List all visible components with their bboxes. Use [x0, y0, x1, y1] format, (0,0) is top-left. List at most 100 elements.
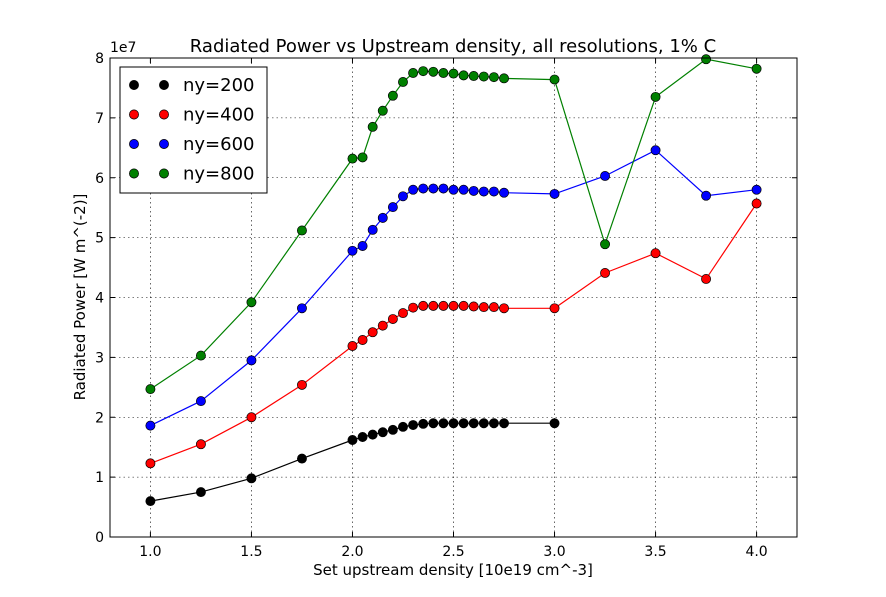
series-ny-800	[145, 54, 762, 395]
data-point	[468, 418, 479, 429]
data-point	[751, 184, 762, 195]
data-point	[488, 72, 499, 83]
data-point	[357, 152, 368, 163]
data-point	[488, 418, 499, 429]
data-point	[357, 335, 368, 345]
data-point	[488, 186, 499, 197]
data-point	[488, 302, 499, 313]
data-point	[428, 183, 439, 194]
data-point	[297, 453, 307, 464]
y-tick-label: 1	[95, 470, 104, 486]
data-point	[347, 435, 358, 445]
legend-marker	[129, 80, 139, 90]
y-tick-label: 2	[95, 410, 104, 426]
data-point	[387, 424, 398, 435]
data-point	[246, 355, 257, 366]
data-point	[428, 418, 439, 429]
data-point	[499, 303, 509, 314]
data-point	[600, 239, 610, 250]
data-point	[347, 341, 358, 351]
legend-marker	[159, 80, 169, 90]
legend-frame	[119, 66, 268, 194]
data-point	[549, 188, 560, 199]
x-tick-label: 4.0	[745, 544, 767, 560]
legend-marker	[159, 109, 169, 120]
legend-entry: ny=600	[129, 134, 255, 155]
data-point	[478, 186, 489, 197]
data-point	[367, 429, 378, 440]
data-point	[448, 418, 459, 429]
data-point	[195, 487, 206, 498]
data-point	[418, 66, 429, 77]
data-point	[650, 91, 661, 102]
y-tick-label: 6	[95, 171, 104, 187]
data-point	[145, 496, 156, 507]
data-point	[145, 384, 156, 395]
data-point	[701, 273, 712, 284]
y-axis-label: Radiated Power [W m^(-2)]	[71, 194, 89, 401]
data-point	[478, 418, 489, 429]
y-tick-label: 8	[95, 51, 104, 67]
data-point	[650, 145, 661, 156]
data-point	[246, 412, 257, 423]
x-tick-label: 3.5	[644, 544, 666, 560]
x-tick-label: 1.0	[139, 544, 161, 560]
data-point	[398, 191, 408, 202]
data-point	[438, 68, 449, 78]
data-point	[499, 418, 509, 429]
series-lines	[145, 54, 762, 507]
series-ny-600	[145, 145, 762, 431]
data-point	[297, 303, 307, 314]
data-point	[387, 90, 398, 101]
data-point	[438, 183, 449, 194]
data-point	[367, 327, 378, 338]
data-point	[297, 225, 307, 236]
data-point	[650, 248, 661, 259]
data-point	[387, 202, 398, 213]
legend-marker	[159, 168, 169, 179]
data-point	[428, 66, 439, 77]
y-tick-label: 3	[95, 350, 104, 366]
data-point	[701, 54, 712, 65]
legend-label: ny=400	[183, 105, 255, 126]
data-point	[398, 308, 408, 319]
data-point	[408, 68, 419, 78]
data-point	[377, 427, 388, 438]
data-point	[398, 421, 408, 432]
data-point	[468, 185, 479, 196]
data-point	[499, 73, 509, 84]
data-point	[145, 420, 156, 431]
data-point	[448, 300, 459, 311]
chart-title: Radiated Power vs Upstream density, all …	[190, 36, 716, 57]
data-point	[377, 212, 388, 223]
x-tick-label: 2.5	[442, 544, 464, 560]
data-point	[195, 350, 206, 361]
data-point	[367, 121, 378, 132]
data-point	[398, 76, 408, 87]
data-point	[600, 268, 610, 278]
series-ny-200	[145, 418, 560, 507]
data-point	[297, 379, 307, 390]
legend-entry: ny=400	[129, 105, 255, 126]
data-point	[751, 63, 762, 74]
data-point	[195, 439, 206, 450]
data-point	[468, 71, 479, 81]
legend-marker	[129, 168, 139, 179]
data-point	[701, 190, 712, 201]
data-point	[418, 183, 429, 194]
legend-label: ny=800	[183, 164, 255, 185]
data-point	[408, 302, 419, 313]
x-tick-label: 1.5	[240, 544, 262, 560]
data-point	[438, 418, 449, 429]
data-point	[246, 473, 257, 484]
y-tick-label: 0	[95, 530, 104, 546]
legend-marker	[159, 139, 169, 149]
legend-marker	[129, 139, 139, 149]
data-point	[549, 74, 560, 85]
data-point	[408, 420, 419, 430]
y-tick-label: 5	[95, 231, 104, 247]
data-point	[458, 300, 469, 311]
x-axis-label: Set upstream density [10e19 cm^-3]	[313, 561, 593, 579]
data-point	[347, 245, 358, 256]
